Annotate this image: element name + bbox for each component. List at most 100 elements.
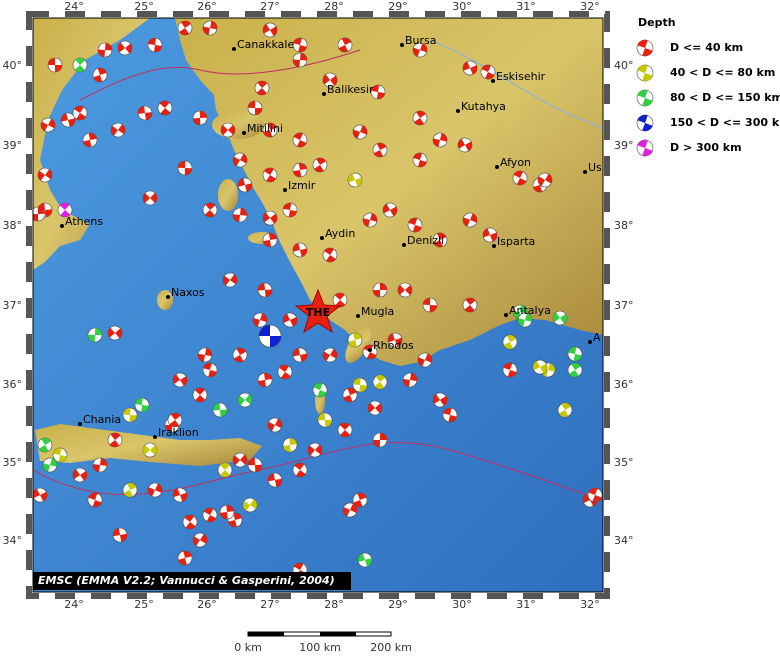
focal-mechanisms (33, 20, 603, 578)
focal-mechanism (222, 272, 238, 288)
focal-mechanism (567, 346, 583, 362)
focal-mechanism (317, 412, 333, 428)
ball-quadrant (637, 115, 653, 131)
ball-quadrant (159, 101, 171, 115)
ball-quadrant (178, 161, 192, 175)
lat-label: 37° (3, 299, 23, 312)
ball-quadrant (323, 348, 337, 362)
ball-quadrant (123, 408, 137, 422)
focal-mechanism (292, 347, 308, 363)
ball-quadrant (109, 433, 121, 447)
ball-quadrant (368, 402, 382, 414)
focal-mechanism (33, 206, 46, 222)
focal-mechanism (202, 202, 218, 218)
focal-mechanism (552, 310, 568, 326)
ball-quadrant (373, 143, 387, 157)
focal-mechanism (292, 132, 308, 148)
lon-label: 26° (197, 0, 217, 13)
focal-mechanism (372, 282, 388, 298)
focal-mechanism (147, 37, 163, 53)
focal-mechanism (537, 172, 553, 188)
scale-bar-seg (320, 632, 356, 636)
focal-mechanism (292, 462, 308, 478)
focal-mechanism (417, 352, 433, 368)
ball-quadrant (59, 203, 71, 217)
focal-mechanism (636, 39, 654, 57)
ball-quadrant (503, 335, 517, 349)
ball-quadrant (541, 363, 555, 377)
focal-mechanism (282, 202, 298, 218)
focal-mechanism (387, 332, 403, 348)
focal-mechanism (372, 142, 388, 158)
ball-quadrant (324, 248, 336, 262)
focal-mechanism (232, 452, 248, 468)
ball-quadrant (93, 458, 107, 472)
ball-quadrant (221, 124, 235, 136)
ball-quadrant (203, 21, 217, 35)
focal-mechanism (412, 42, 428, 58)
ball-quadrant (33, 488, 47, 502)
ball-quadrant (293, 243, 307, 257)
ball-quadrant (143, 444, 157, 456)
city-label: Naxos (171, 286, 205, 299)
ball-quadrant (213, 403, 227, 417)
ball-quadrant (413, 43, 427, 57)
focal-mechanism (52, 447, 68, 463)
focal-mechanism (232, 207, 248, 223)
ball-quadrant (383, 203, 397, 217)
cities: Canakkale Bursa Balikesir Eskisehir Kutahya M… (60, 34, 603, 439)
focal-mechanism (347, 172, 363, 188)
focal-mechanism (232, 347, 248, 363)
focal-mechanism (362, 212, 378, 228)
focal-mechanism (636, 139, 654, 157)
ball-quadrant (283, 203, 297, 217)
city-label: Isparta (497, 235, 535, 248)
lon-label: 29° (388, 0, 408, 13)
scale-bar: 0 km 100 km 200 km (234, 631, 412, 654)
focal-mechanism (277, 364, 293, 380)
ball-quadrant (138, 106, 152, 120)
ball-quadrant (348, 173, 362, 187)
ball-quadrant (220, 505, 234, 519)
ball-quadrant (343, 503, 357, 517)
ball-quadrant (637, 140, 653, 156)
focal-mechanism (147, 482, 163, 498)
city-dot (78, 422, 82, 426)
focal-mechanism (40, 117, 56, 133)
ball-quadrant (268, 418, 282, 432)
focal-mechanism (342, 387, 358, 403)
lat-label: 34° (614, 534, 634, 547)
ball-quadrant (433, 133, 447, 147)
ball-quadrant (458, 138, 472, 152)
focal-mechanism (72, 105, 88, 121)
focal-mechanism (192, 532, 208, 548)
lon-label: 26° (197, 598, 217, 611)
legend-label: D > 300 km (670, 141, 742, 154)
focal-mechanism (72, 57, 88, 73)
city-label: Canakkale (237, 38, 294, 51)
frame-ticks (26, 11, 610, 599)
focal-mechanism (337, 37, 353, 53)
city-label: A (593, 331, 601, 344)
focal-mechanism (372, 374, 388, 390)
focal-mechanism (107, 432, 123, 448)
frame (32, 17, 604, 593)
focal-mechanism (92, 457, 108, 473)
ball-quadrant (194, 388, 206, 402)
ball-quadrant (371, 85, 385, 99)
focal-mechanism (292, 162, 308, 178)
focal-mechanism (462, 297, 478, 313)
ball-quadrant (98, 43, 112, 57)
focal-mechanism (172, 487, 188, 503)
ball-quadrant (363, 213, 377, 227)
lat-label: 39° (614, 139, 634, 152)
city-dot (320, 236, 324, 240)
focal-mechanism (342, 502, 358, 518)
city-dot (322, 92, 326, 96)
focal-mechanism (42, 457, 58, 473)
focal-mechanism (337, 422, 353, 438)
ball-quadrant (203, 363, 217, 377)
lat-label: 36° (3, 378, 23, 391)
epicenter-label: THE (306, 306, 330, 319)
city-label: Rhodos (373, 339, 414, 352)
